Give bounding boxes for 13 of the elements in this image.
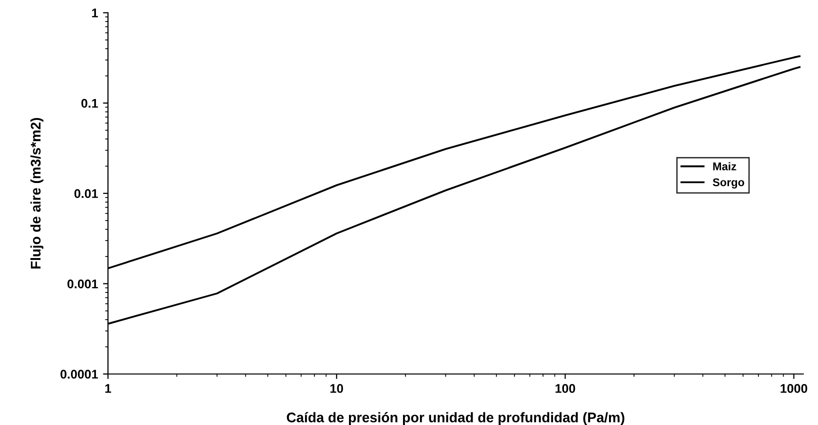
x-tick-label: 100 [556, 384, 576, 393]
y-tick-label: 0.001 [67, 279, 98, 288]
x-tick-label: 10 [330, 384, 344, 393]
x-tick-label: 1000 [780, 384, 808, 393]
x-tick-label: 1 [105, 384, 112, 393]
x-axis-title: Caída de presión por unidad de profundidad (Pa/m) [286, 412, 624, 425]
legend-label: Maiz [713, 162, 736, 170]
legend-label: Sorgo [712, 178, 744, 188]
y-tick-label: 0.1 [81, 98, 98, 108]
y-tick-label: 1 [92, 8, 98, 18]
y-tick-label: 0.01 [74, 189, 98, 198]
y-axis-title: Flujo de aire (m3/s*m2) [30, 118, 44, 268]
y-tick-label: 0.0001 [60, 370, 98, 379]
